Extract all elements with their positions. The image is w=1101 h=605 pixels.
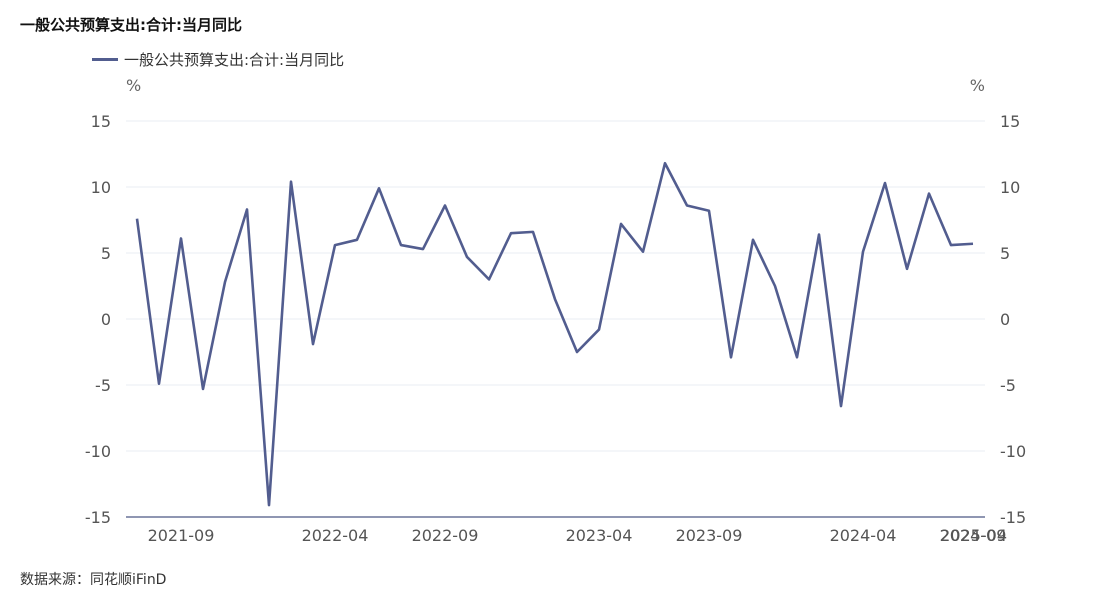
right-y-tick-label: -15 — [1000, 508, 1026, 527]
series-point — [267, 503, 271, 507]
series-point — [443, 203, 447, 207]
series-point — [399, 243, 403, 247]
series-point — [465, 255, 469, 259]
series-point — [729, 355, 733, 359]
left-y-tick-label: 5 — [101, 244, 111, 263]
x-tick-label: 2025-04 — [940, 526, 1007, 545]
series-point — [223, 280, 227, 284]
series-point — [795, 355, 799, 359]
series-point — [861, 250, 865, 254]
series-point — [311, 342, 315, 346]
left-axis-unit: % — [126, 76, 141, 95]
series-point — [949, 243, 953, 247]
series-point — [377, 186, 381, 190]
right-y-tick-label: 10 — [1000, 178, 1020, 197]
series-point — [619, 222, 623, 226]
left-y-tick-label: 0 — [101, 310, 111, 329]
series-point — [927, 192, 931, 196]
series-point — [817, 233, 821, 237]
series-points — [135, 161, 975, 507]
series-point — [179, 236, 183, 240]
series-point — [245, 207, 249, 211]
series-point — [751, 238, 755, 242]
right-y-tick-label: 0 — [1000, 310, 1010, 329]
x-tick-label: 2023-09 — [676, 526, 743, 545]
left-y-tick-label: 10 — [91, 178, 111, 197]
left-y-tick-label: -10 — [85, 442, 111, 461]
series-point — [575, 350, 579, 354]
series-point — [707, 209, 711, 213]
series-point — [333, 243, 337, 247]
left-y-tick-label: 15 — [91, 112, 111, 131]
series-point — [883, 181, 887, 185]
right-axis-unit: % — [970, 76, 985, 95]
series-point — [135, 217, 139, 221]
series-point — [421, 247, 425, 251]
left-y-tick-label: -15 — [85, 508, 111, 527]
left-y-tick-label: -5 — [95, 376, 111, 395]
series-point — [597, 328, 601, 332]
series-point — [641, 250, 645, 254]
series-point — [971, 242, 975, 246]
x-tick-label: 2023-04 — [566, 526, 633, 545]
data-source: 数据来源：同花顺iFinD — [20, 572, 167, 588]
series-point — [531, 230, 535, 234]
right-y-tick-label: 5 — [1000, 244, 1010, 263]
right-y-tick-label: -5 — [1000, 376, 1016, 395]
series-point — [685, 203, 689, 207]
series-point — [839, 404, 843, 408]
series-point — [509, 231, 513, 235]
x-tick-label: 2024-09 — [940, 526, 1007, 545]
series-line — [135, 161, 974, 507]
left-y-axis: 15 10 5 0 -5 -10 -15 — [85, 112, 111, 527]
x-tick-label: 2022-04 — [302, 526, 369, 545]
right-y-axis: 15 10 5 0 -5 -10 -15 — [1000, 112, 1026, 527]
series-point — [663, 161, 667, 165]
legend-label: 一般公共预算支出:合计:当月同比 — [124, 51, 345, 69]
series-point — [487, 277, 491, 281]
right-y-tick-label: -10 — [1000, 442, 1026, 461]
chart-legend[interactable]: 一般公共预算支出:合计:当月同比 — [92, 49, 344, 70]
x-tick-label: 2021-09 — [148, 526, 215, 545]
series-point — [553, 297, 557, 301]
legend-swatch — [92, 58, 118, 61]
series-point — [355, 238, 359, 242]
series-point — [157, 382, 161, 386]
series-point — [289, 180, 293, 184]
series-point — [201, 387, 205, 391]
chart-title: 一般公共预算支出:合计:当月同比 — [20, 16, 242, 34]
x-tick-label: 2022-09 — [412, 526, 479, 545]
x-tick-label: 2024-04 — [830, 526, 897, 545]
series-point — [773, 284, 777, 288]
right-y-tick-label: 15 — [1000, 112, 1020, 131]
series-point — [905, 267, 909, 271]
grid-lines — [126, 120, 985, 452]
x-axis: 2021-09 2022-04 2022-09 2023-04 2023-09 2024-… — [148, 526, 1007, 545]
